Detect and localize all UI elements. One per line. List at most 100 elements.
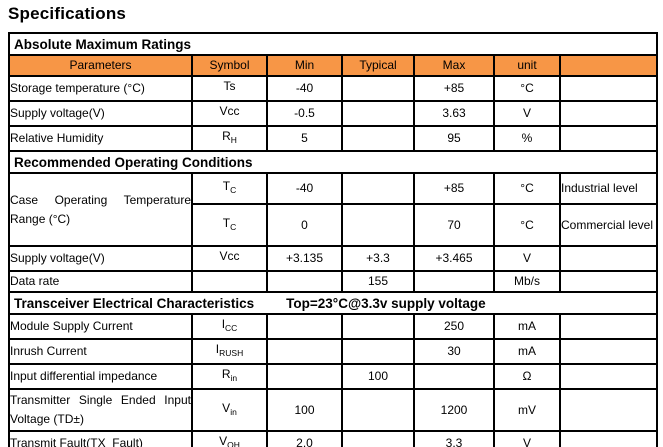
param-cell: Module Supply Current bbox=[8, 313, 193, 340]
symbol-cell bbox=[191, 270, 268, 293]
symbol-sub: RUSH bbox=[219, 348, 244, 358]
param-cell: Data rate bbox=[8, 270, 193, 293]
note-cell bbox=[559, 338, 658, 365]
symbol-base: I bbox=[221, 317, 226, 331]
param-cell: Case Operating Temperature Range (°C) bbox=[8, 172, 193, 247]
section-row-absolute-maximum-ratings: Absolute Maximum Ratings bbox=[8, 32, 658, 56]
param-cell: Transmit Fault(TX_Fault) bbox=[8, 430, 193, 447]
symbol-cell: RH bbox=[191, 125, 268, 152]
typical-cell: 100 bbox=[341, 363, 415, 390]
min-cell bbox=[266, 313, 343, 340]
unit-cell: Ω bbox=[493, 363, 561, 390]
unit-cell: mV bbox=[493, 388, 561, 432]
min-cell: +3.135 bbox=[266, 245, 343, 272]
max-cell bbox=[413, 363, 495, 390]
max-cell: 1200 bbox=[413, 388, 495, 432]
symbol-sub: in bbox=[230, 406, 237, 417]
symbol-cell: Ts bbox=[191, 75, 268, 102]
typical-cell bbox=[341, 100, 415, 127]
unit-cell: °C bbox=[493, 75, 561, 102]
max-cell: 70 bbox=[413, 203, 495, 247]
symbol-base: Vcc bbox=[219, 249, 240, 263]
table-row-data-rate: Data rate 155 Mb/s bbox=[8, 270, 658, 293]
min-cell bbox=[266, 363, 343, 390]
min-cell: -40 bbox=[266, 172, 343, 205]
note-cell: Commercial level bbox=[559, 203, 658, 247]
table-row-case-temp-commercial: TC 0 70 °C Commercial level bbox=[9, 203, 658, 247]
typical-cell: +3.3 bbox=[341, 245, 415, 272]
symbol-base: V bbox=[222, 400, 231, 415]
section-title: Recommended Operating Conditions bbox=[14, 154, 253, 170]
max-cell: 95 bbox=[413, 125, 495, 152]
min-cell: -0.5 bbox=[266, 100, 343, 127]
symbol-cell: Vcc bbox=[191, 245, 268, 272]
typical-cell bbox=[341, 172, 415, 205]
symbol-cell: TC bbox=[191, 203, 268, 247]
symbol-cell: Vcc bbox=[191, 100, 268, 127]
unit-cell: °C bbox=[493, 203, 561, 247]
unit-cell: mA bbox=[493, 338, 561, 365]
param-cell: Transmitter Single Ended Input Voltage (… bbox=[8, 388, 193, 432]
typical-cell bbox=[341, 125, 415, 152]
min-cell: 0 bbox=[266, 203, 343, 247]
symbol-cell: IRUSH bbox=[191, 338, 268, 365]
symbol-base: R bbox=[221, 367, 231, 381]
table-row-relative-humidity: Relative Humidity RH 5 95 % bbox=[8, 125, 658, 152]
section-cell: Absolute Maximum Ratings bbox=[8, 32, 658, 56]
table-row-input-differential-impedance: Input differential impedance Rin 100 Ω bbox=[8, 363, 658, 390]
min-cell: 2.0 bbox=[266, 430, 343, 447]
unit-cell: V bbox=[493, 430, 561, 447]
symbol-sub: H bbox=[230, 135, 237, 145]
typical-cell bbox=[341, 75, 415, 102]
param-cell: Input differential impedance bbox=[8, 363, 193, 390]
max-cell: 3.3 bbox=[413, 430, 495, 447]
typical-cell bbox=[341, 313, 415, 340]
unit-cell: mA bbox=[493, 313, 561, 340]
unit-cell: Mb/s bbox=[493, 270, 561, 293]
table-row-storage-temperature: Storage temperature (°C) Ts -40 +85 °C bbox=[8, 75, 658, 102]
max-cell: 30 bbox=[413, 338, 495, 365]
symbol-cell: Vin bbox=[191, 388, 268, 432]
section-row-transceiver-electrical-characteristics: Transceiver Electrical Characteristics To… bbox=[8, 291, 658, 315]
unit-cell: °C bbox=[493, 172, 561, 205]
typical-cell bbox=[341, 430, 415, 447]
section-title: Transceiver Electrical Characteristics bbox=[14, 295, 255, 311]
table-row-module-supply-current: Module Supply Current ICC 250 mA bbox=[8, 313, 658, 340]
symbol-base: V bbox=[219, 434, 228, 447]
section-row-recommended-operating-conditions: Recommended Operating Conditions bbox=[8, 150, 658, 174]
unit-cell: V bbox=[493, 100, 561, 127]
typical-cell: 155 bbox=[341, 270, 415, 293]
max-cell bbox=[413, 270, 495, 293]
column-header-symbol: Symbol bbox=[191, 54, 268, 77]
symbol-sub: C bbox=[230, 185, 237, 195]
param-cell: Inrush Current bbox=[8, 338, 193, 365]
min-cell: 5 bbox=[266, 125, 343, 152]
column-header-blank bbox=[559, 54, 658, 77]
param-cell: Storage temperature (°C) bbox=[8, 75, 193, 102]
symbol-sub: CC bbox=[225, 323, 238, 333]
table-row-case-temp-industrial: Case Operating Temperature Range (°C) TC… bbox=[8, 172, 658, 247]
symbol-cell: VOH bbox=[191, 430, 268, 447]
column-header-row: Parameters Symbol Min Typical Max unit bbox=[8, 54, 658, 77]
unit-cell: V bbox=[493, 245, 561, 272]
symbol-sub: C bbox=[230, 221, 237, 232]
column-header-unit: unit bbox=[493, 54, 561, 77]
symbol-base: I bbox=[215, 342, 220, 356]
note-cell bbox=[559, 125, 658, 152]
param-cell: Supply voltage(V) bbox=[8, 100, 193, 127]
page-title: Specifications bbox=[8, 4, 127, 23]
unit-cell: % bbox=[493, 125, 561, 152]
typical-cell bbox=[341, 388, 415, 432]
max-cell: 3.63 bbox=[413, 100, 495, 127]
max-cell: +85 bbox=[413, 75, 495, 102]
symbol-cell: ICC bbox=[191, 313, 268, 340]
param-cell: Supply voltage(V) bbox=[8, 245, 193, 272]
symbol-base: R bbox=[222, 129, 231, 143]
column-header-parameters: Parameters bbox=[8, 54, 193, 77]
note-cell bbox=[559, 313, 658, 340]
param-cell: Relative Humidity bbox=[8, 125, 193, 152]
table-row-transmitter-input-voltage: Transmitter Single Ended Input Voltage (… bbox=[8, 388, 658, 432]
section-title: Absolute Maximum Ratings bbox=[14, 36, 192, 52]
min-cell: -40 bbox=[266, 75, 343, 102]
table-row-inrush-current: Inrush Current IRUSH 30 mA bbox=[8, 338, 658, 365]
